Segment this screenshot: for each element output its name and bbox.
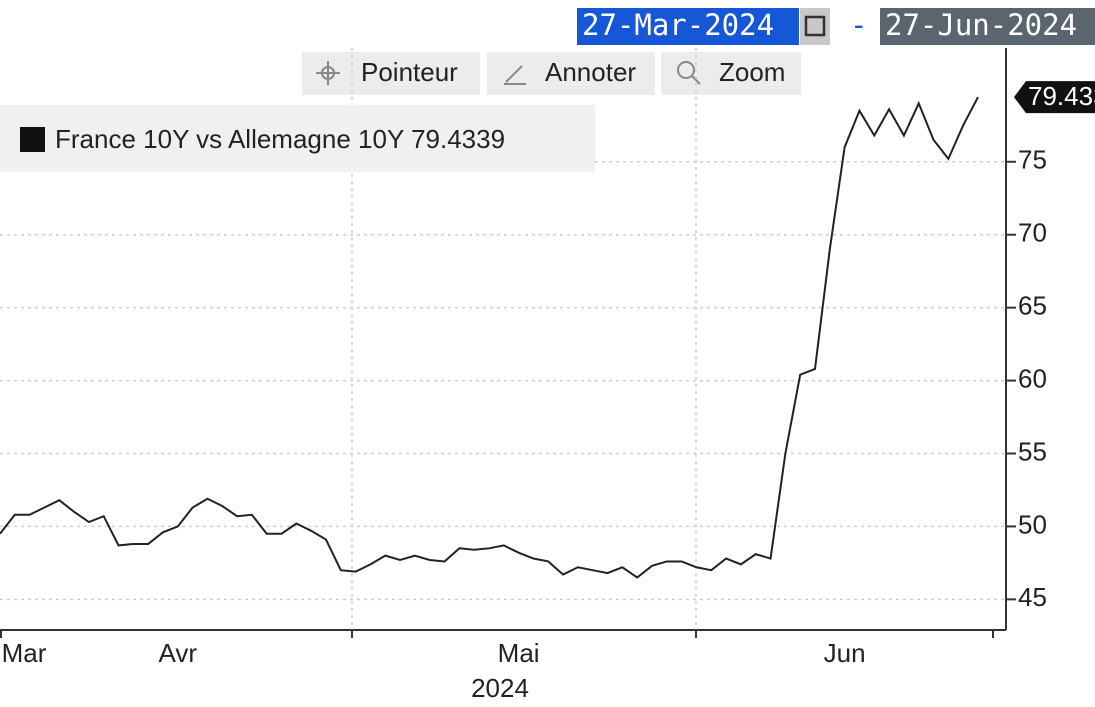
start-date-bg — [577, 8, 799, 45]
x-tick-label: Avr — [159, 638, 198, 668]
legend-value: 79.4339 — [411, 124, 505, 154]
button-label[interactable]: Annoter — [545, 57, 636, 87]
y-tick-label: 75 — [1018, 145, 1047, 175]
legend-bg — [0, 105, 595, 172]
button-label[interactable]: Zoom — [719, 57, 785, 87]
calendar-glyph — [804, 15, 826, 37]
y-tick-label: 45 — [1018, 582, 1047, 612]
last-value-label: 79.4339 — [1028, 81, 1095, 111]
date-separator: - — [850, 8, 867, 42]
y-tick-label: 55 — [1018, 436, 1047, 466]
y-tick-label: 60 — [1018, 363, 1047, 393]
x-tick-label: Jun — [824, 638, 866, 668]
end-date[interactable]: 27-Jun-2024 — [885, 8, 1077, 42]
end-date-bg — [880, 8, 1095, 45]
calendar-icon[interactable] — [800, 8, 830, 45]
x-tick-label: Mai — [498, 638, 540, 668]
y-tick-label: 50 — [1018, 509, 1047, 539]
line-series — [0, 96, 979, 579]
y-tick-label: 65 — [1018, 291, 1047, 321]
legend-entry: France 10Y vs Allemagne 10Y 79.4339 — [55, 124, 505, 154]
x-tick-label: Mar — [2, 638, 47, 668]
x-axis-label: 2024 — [471, 673, 529, 703]
toolbar-icons — [316, 61, 701, 85]
y-tick-label: 70 — [1018, 218, 1047, 248]
button-bg[interactable] — [661, 52, 801, 95]
x-axis-ticks — [0, 630, 994, 638]
legend-name: France 10Y vs Allemagne 10Y — [55, 124, 404, 154]
button-label[interactable]: Pointeur — [361, 57, 458, 87]
last-value-tag — [1014, 81, 1095, 114]
legend-swatch — [20, 127, 45, 152]
start-date[interactable]: 27-Mar-2024 — [582, 8, 774, 42]
